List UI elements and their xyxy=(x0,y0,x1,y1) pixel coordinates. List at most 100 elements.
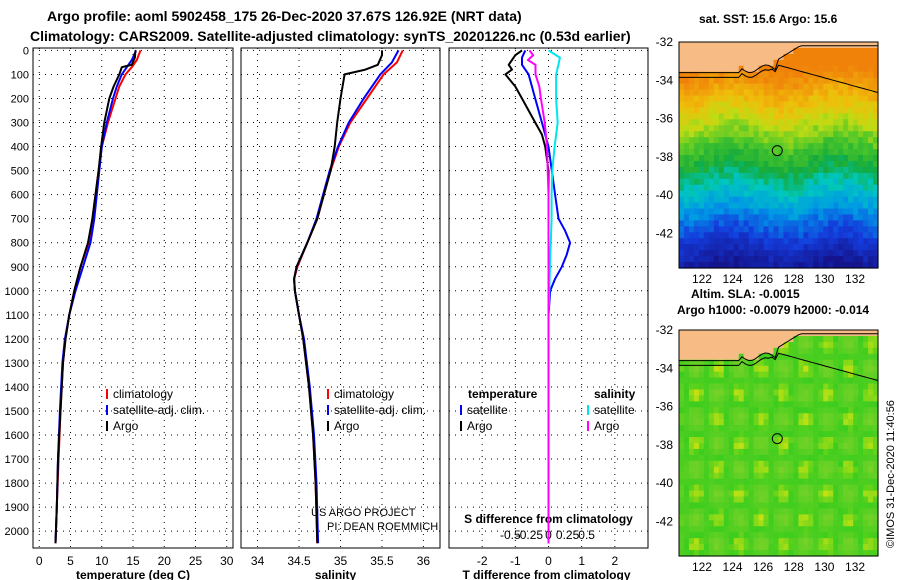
map-cell xyxy=(723,71,730,79)
map-cell xyxy=(708,232,715,239)
map-cell xyxy=(763,172,770,180)
map-cell xyxy=(773,520,780,527)
map-cell xyxy=(743,520,750,527)
map-cell xyxy=(773,47,780,55)
map-cell xyxy=(738,484,745,492)
map-cell xyxy=(843,214,849,222)
map-cell xyxy=(728,107,735,114)
map-cell xyxy=(728,448,735,456)
map-cell xyxy=(788,437,795,444)
map-cell xyxy=(688,526,695,533)
map-cell xyxy=(848,202,854,210)
map-cell xyxy=(679,472,685,480)
map-cell xyxy=(718,107,725,114)
map-cell xyxy=(808,425,814,432)
map-cell xyxy=(698,425,705,432)
map-cell xyxy=(693,47,700,55)
map-cell xyxy=(813,202,819,210)
map-cell xyxy=(703,353,710,361)
map-cell xyxy=(683,538,690,545)
map-cell xyxy=(753,190,760,198)
map-cell xyxy=(873,166,879,174)
map-cell xyxy=(793,131,799,138)
map-cell xyxy=(858,466,864,474)
map-cell xyxy=(718,160,725,168)
map-cell xyxy=(783,190,790,198)
map-cell xyxy=(863,196,869,204)
map-cell xyxy=(853,437,859,444)
map-cell xyxy=(738,341,745,349)
depth-tick-label: 1200 xyxy=(5,334,29,346)
map-cell xyxy=(803,341,809,349)
map-cell xyxy=(768,460,775,468)
map-cell xyxy=(848,184,854,192)
map-cell xyxy=(763,431,770,438)
map-cell xyxy=(778,101,785,109)
map-cell xyxy=(873,508,879,515)
map-cell xyxy=(693,437,700,444)
map-cell xyxy=(763,262,770,269)
map-cell xyxy=(743,544,750,551)
map-cell xyxy=(748,431,755,438)
map-cell xyxy=(803,526,809,533)
map-cell xyxy=(693,89,700,97)
map-cell xyxy=(763,437,770,444)
map-cell xyxy=(733,359,740,367)
map-cell xyxy=(788,478,795,486)
map-cell xyxy=(679,131,685,138)
map-cell xyxy=(728,196,735,204)
map-cell xyxy=(803,220,809,227)
map-cell xyxy=(758,407,765,414)
map-cell xyxy=(748,53,755,61)
map-cell xyxy=(688,256,695,263)
map-cell xyxy=(693,244,700,251)
map-cell xyxy=(758,53,765,61)
map-cell xyxy=(793,413,799,420)
map-cell xyxy=(843,466,849,474)
map-cell xyxy=(808,508,814,515)
map-cell xyxy=(679,407,685,414)
map-cell xyxy=(743,448,750,456)
map-cell xyxy=(813,330,819,337)
map-cell xyxy=(818,347,824,355)
map-cell xyxy=(713,419,720,426)
map-cell xyxy=(833,172,839,180)
series-line-argo xyxy=(293,50,383,544)
map-cell xyxy=(833,425,839,432)
map-cell xyxy=(773,425,780,432)
map-cell xyxy=(708,538,715,545)
map-cell xyxy=(703,365,710,373)
map-cell xyxy=(858,160,864,168)
map-cell xyxy=(838,413,844,420)
figure-title-line1: Argo profile: aoml 5902458_175 26-Dec-20… xyxy=(47,8,522,24)
map-cell xyxy=(753,365,760,373)
map-cell xyxy=(698,365,705,373)
map-cell xyxy=(748,526,755,533)
map-cell xyxy=(758,347,765,355)
map-cell xyxy=(873,532,879,539)
map-cell xyxy=(798,347,804,355)
map-cell xyxy=(863,532,869,539)
map-cell xyxy=(863,226,869,233)
map-cell xyxy=(679,143,685,150)
map-cell xyxy=(783,353,790,361)
map-cell xyxy=(718,184,725,192)
map-cell xyxy=(753,437,760,444)
map-cell xyxy=(813,383,819,391)
map-cell xyxy=(728,262,735,269)
map-cell xyxy=(783,431,790,438)
map-cell xyxy=(823,178,829,186)
map-cell xyxy=(703,502,710,510)
map-cell xyxy=(733,508,740,515)
map-cell xyxy=(728,95,735,103)
map-cell xyxy=(823,335,829,343)
map-cell xyxy=(798,365,804,373)
map-cell xyxy=(868,359,874,367)
map-cell xyxy=(788,131,795,138)
map-cell xyxy=(763,395,770,402)
map-cell xyxy=(858,413,864,420)
map-cell xyxy=(868,178,874,186)
map-cell xyxy=(708,395,715,402)
map-cell xyxy=(803,214,809,222)
map-cell xyxy=(733,484,740,492)
